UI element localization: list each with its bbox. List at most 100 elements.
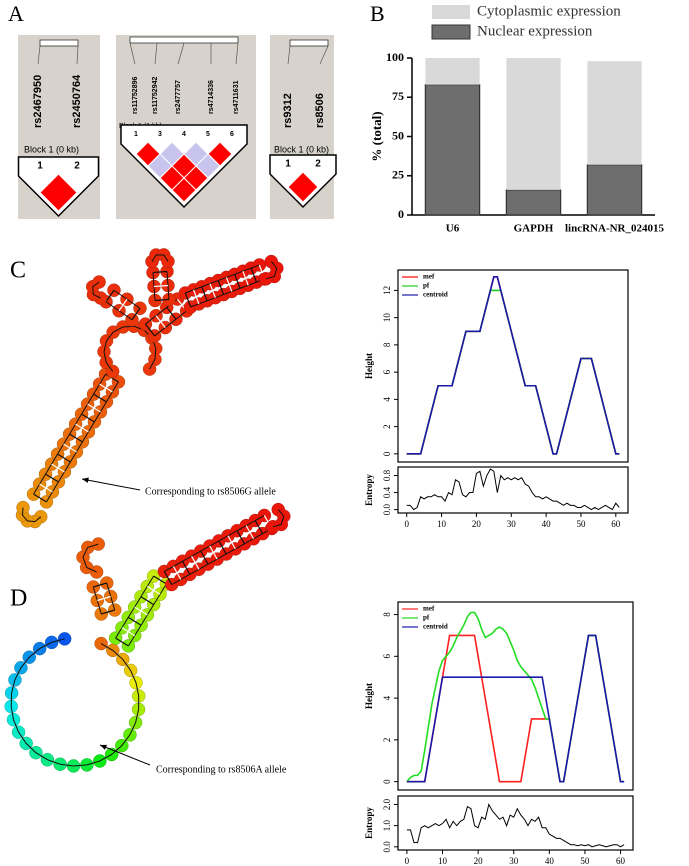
legend-label: pf (423, 282, 430, 290)
y-tick-label: 0.4 (382, 486, 392, 498)
snp-label: rs11752896 (132, 77, 139, 114)
y-tick-label: 4 (382, 397, 392, 402)
bar-segment (425, 58, 480, 85)
base-pair (134, 606, 148, 616)
x-tick-label: lincRNA-NR_024015 (565, 223, 664, 235)
marker-number: 1 (37, 161, 43, 172)
marker-number: 1 (134, 131, 138, 138)
base-pair (242, 270, 249, 286)
y-tick-label: 8 (382, 342, 392, 347)
snp-connector (154, 42, 158, 65)
haplotype-bar (39, 39, 79, 47)
y-tick-label: 6 (382, 369, 392, 374)
base-pair (140, 596, 155, 606)
series-line (406, 276, 620, 455)
y-tick-label: 2.0 (382, 798, 392, 810)
nucleotide (161, 254, 175, 269)
legend-label: centroid (423, 623, 448, 631)
backbone (21, 507, 42, 523)
y-tick-label: 0.8 (382, 469, 392, 481)
backbone (92, 281, 101, 299)
legend-label: centroid (423, 291, 448, 299)
base-pair (57, 453, 71, 463)
ld-cell (171, 177, 197, 203)
base-pair (225, 277, 233, 292)
base-pair (227, 535, 236, 550)
base-pair (144, 323, 156, 337)
base-pair (153, 575, 167, 585)
block-label: Block 1 (0 kb) (24, 144, 79, 154)
backbone (272, 509, 285, 528)
plot-frame (397, 269, 629, 463)
y-tick-label: 0.0 (382, 841, 392, 853)
plot-frame (397, 466, 629, 514)
x-tick-label: GAPDH (514, 223, 554, 235)
base-pair (69, 433, 83, 443)
y-tick-label: 2 (382, 738, 392, 743)
series-line (406, 276, 620, 455)
backbone (115, 575, 167, 647)
x-tick-label: 10 (437, 519, 447, 529)
y-tick-label: 6 (382, 654, 392, 659)
base-pair (191, 555, 200, 570)
y-axis-title: Height (364, 683, 374, 709)
base-pair (115, 637, 129, 647)
series-line (406, 803, 625, 848)
base-pair (131, 307, 141, 321)
base-pair (93, 393, 107, 403)
legend-label: Cytoplasmic expression (477, 3, 621, 19)
series-line (406, 468, 620, 511)
base-pair (154, 298, 170, 302)
base-pair (155, 315, 166, 328)
snp-label: rs2450764 (71, 74, 83, 128)
backbone (10, 638, 140, 767)
panel-label: A (8, 1, 24, 26)
marker-number: 3 (158, 131, 162, 138)
base-pair (75, 423, 89, 433)
y-tick-label: 1.0 (382, 820, 392, 832)
base-pair (184, 292, 192, 308)
base-pair (33, 493, 47, 503)
snp-label: rs2477757 (175, 80, 182, 114)
marker-number: 6 (230, 131, 234, 138)
bar-segment (506, 58, 561, 190)
base-pair (87, 403, 101, 413)
y-axis-title: Entropy (364, 807, 374, 839)
legend-label: mef (423, 605, 435, 613)
y-tick-label: 100 (386, 50, 404, 64)
snp-connector (177, 42, 185, 65)
base-pair (209, 283, 216, 298)
base-pair (236, 530, 245, 545)
bar-segment (424, 84, 481, 216)
base-pair (250, 267, 257, 283)
base-pair (121, 627, 136, 637)
x-tick-label: 30 (507, 519, 517, 529)
base-pair (99, 383, 113, 393)
y-tick-label: 50 (392, 128, 404, 142)
ld-cell (39, 173, 78, 212)
haplotype-bar (289, 39, 329, 47)
y-tick-label: 75 (392, 89, 404, 103)
legend-label: Nuclear expression (477, 23, 593, 39)
legend-swatch (432, 5, 470, 19)
x-tick-label: 60 (616, 856, 626, 866)
snp-connector (287, 45, 291, 65)
y-tick-label: 4 (382, 695, 392, 700)
base-pair (63, 443, 77, 453)
y-axis-title: % (total) (369, 111, 384, 161)
base-pair (45, 473, 59, 483)
snp-connector (37, 45, 41, 65)
base-pair (163, 571, 173, 585)
y-tick-label: 0 (382, 779, 392, 784)
base-pair (127, 616, 142, 626)
snp-label: rs2467950 (32, 75, 44, 128)
y-axis-title: Height (364, 353, 374, 379)
marker-number: 1 (285, 159, 291, 170)
legend-swatch (431, 24, 471, 40)
x-tick-label: 20 (472, 519, 482, 529)
series-line (406, 289, 620, 455)
base-pair (209, 545, 218, 560)
y-tick-label: 2 (382, 424, 392, 429)
